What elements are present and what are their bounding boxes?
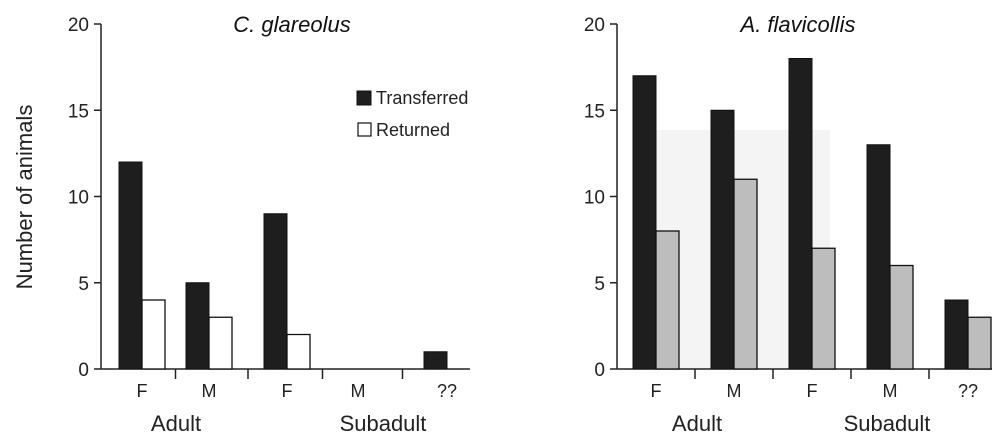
legend-swatch-returned: [357, 122, 372, 137]
chart-title: A. flavicollis: [739, 12, 856, 37]
bar-transferred: [632, 75, 657, 370]
y-tick-label: 10: [68, 188, 89, 209]
y-tick-label: 5: [594, 274, 605, 295]
legend: Transferred Returned: [356, 88, 468, 140]
x-tick-label: F: [137, 381, 148, 401]
group-label: Subadult: [844, 411, 931, 436]
bar-returned: [286, 333, 311, 370]
legend-label-returned: Returned: [376, 120, 450, 140]
bar-transferred: [944, 299, 969, 370]
bar-transferred: [866, 144, 891, 370]
x-tick-label: M: [351, 381, 366, 401]
chart-title: C. glareolus: [233, 12, 350, 37]
bar-returned: [141, 299, 166, 370]
bar-returned: [208, 316, 233, 370]
bar-returned: [967, 316, 992, 370]
y-tick-label: 0: [78, 360, 89, 381]
y-tick-label: 10: [584, 188, 605, 209]
x-tick-label: F: [651, 381, 662, 401]
y-tick-label: 5: [78, 274, 89, 295]
chart-panel-2: A. flavicollis 0 5 10 15 20 F M F M ?? Adult Subadul…: [584, 12, 992, 436]
group-label: Adult: [672, 411, 722, 436]
y-tick-label: 15: [584, 101, 605, 122]
bar-transferred: [185, 282, 210, 370]
bar-returned: [889, 264, 914, 370]
x-tick-label: M: [883, 381, 898, 401]
legend-swatch-transferred: [356, 90, 372, 106]
bar-returned: [733, 178, 758, 370]
x-tick-label: F: [807, 381, 818, 401]
bar-transferred: [263, 213, 288, 370]
x-tick-label: ??: [958, 381, 978, 401]
x-tick-label: M: [202, 381, 217, 401]
bar-transferred: [788, 58, 813, 370]
y-tick-label: 20: [584, 15, 605, 36]
bar-transferred: [710, 109, 735, 370]
y-tick-label: 0: [594, 360, 605, 381]
x-tick-label: F: [282, 381, 293, 401]
bar-transferred: [118, 161, 143, 370]
y-tick-label: 20: [68, 15, 89, 36]
legend-label-transferred: Transferred: [376, 88, 468, 108]
group-label: Adult: [151, 411, 201, 436]
x-tick-label: M: [727, 381, 742, 401]
group-label: Subadult: [340, 411, 427, 436]
y-axis-label: Number of animals: [12, 105, 37, 290]
chart-panel-1: C. glareolus 0 5 10 15 20 F M F M ?? Adult Subadult: [68, 12, 470, 436]
y-tick-label: 15: [68, 101, 89, 122]
x-tick-label: ??: [437, 381, 457, 401]
bar-transferred: [423, 351, 448, 370]
bar-returned: [655, 230, 680, 370]
bar-returned: [811, 247, 836, 370]
